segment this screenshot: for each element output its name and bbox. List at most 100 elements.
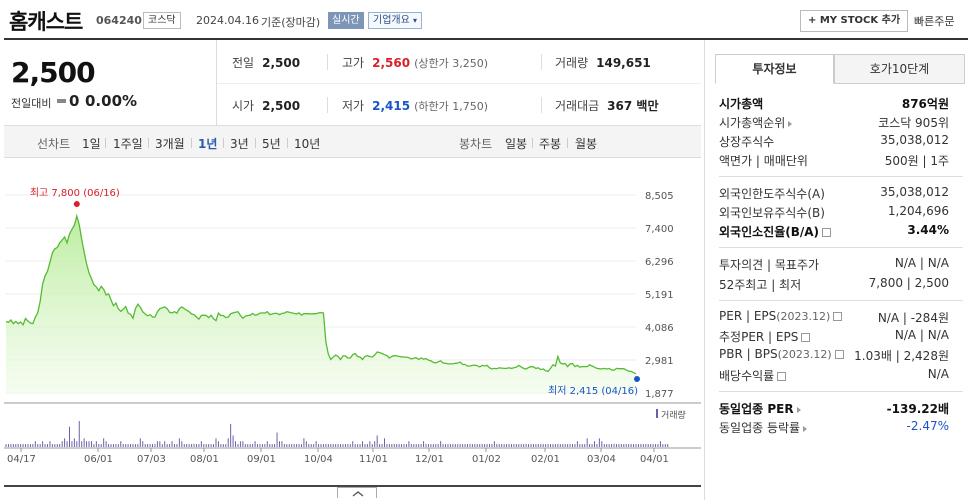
help-icon[interactable] [777, 372, 787, 381]
summary-divider [327, 54, 328, 70]
x-tick-label: 02/01 [531, 454, 560, 465]
info-row-dividend: 배당수익률 N/A [719, 367, 949, 383]
tab-1w[interactable]: 1주일 [113, 137, 143, 151]
volume: 거래량 149,651 [555, 56, 651, 70]
summary-row-divider [217, 83, 701, 84]
open-price: 시가 2,500 [232, 99, 301, 113]
tab-weekly[interactable]: 주봉 [539, 137, 562, 151]
info-row-shares: 상장주식수 35,038,012 [719, 133, 949, 149]
market-badge: 코스닥 [143, 12, 181, 29]
x-tick-label: 03/04 [587, 454, 616, 465]
info-row-market-cap: 시가총액 876억원 [719, 97, 949, 111]
tab-10y[interactable]: 10년 [294, 137, 321, 151]
expand-chart-button[interactable] [337, 487, 377, 498]
x-tick-label: 09/01 [247, 454, 276, 465]
chevron-up-icon [352, 491, 364, 497]
high-price: 고가 2,560 (상한가 3,250) [342, 56, 488, 70]
tab-3y[interactable]: 3년 [230, 137, 249, 151]
summary-divider [541, 54, 542, 70]
y-tick-label: 7,400 [645, 224, 674, 235]
tab-separator [287, 138, 288, 148]
x-tick-label: 04/17 [7, 454, 36, 465]
tab-separator [105, 138, 106, 148]
low-price: 저가 2,415 (하한가 1,750) [342, 99, 488, 113]
price-chart: 최고 7,800 (06/16) 최저 2,415 (04/16) 8,505 7,… [4, 160, 701, 500]
realtime-button[interactable]: 실시간 [328, 12, 364, 29]
summary-divider [541, 97, 542, 113]
tab-1d[interactable]: 1일 [82, 137, 101, 151]
info-row-52w: 52주최고 | 최저 7,800 | 2,500 [719, 276, 949, 292]
info-row-foreign-ratio: 외국인소진율(B/A) 3.44% [719, 223, 949, 239]
tab-1y[interactable]: 1년 [198, 137, 218, 151]
quote-date: 2024.04.16 [196, 14, 259, 27]
panel-divider [719, 176, 963, 177]
x-tick-label: 04/01 [640, 454, 669, 465]
x-tick-label: 11/01 [359, 454, 388, 465]
price-chart-svg: 최고 7,800 (06/16) 최저 2,415 (04/16) 8,505 7,… [4, 187, 701, 487]
trade-amount: 거래대금 367 백만 [555, 99, 659, 113]
stock-header: 홈캐스트 064240 코스닥 2024.04.16 기준(장마감) 실시간 기… [0, 0, 968, 40]
tab-3m[interactable]: 3개월 [155, 137, 185, 151]
panel-divider [719, 391, 963, 392]
tab-separator [191, 138, 192, 148]
help-icon[interactable] [833, 312, 843, 321]
quick-order-link[interactable]: 빠른주문 [914, 15, 955, 28]
info-row-est-per: 추정PER | EPS N/A | N/A [719, 328, 949, 344]
company-overview-label: 기업개요 [373, 15, 410, 26]
info-row-industry-per[interactable]: 동일업종 PER -139.22배 [719, 402, 949, 416]
high-marker [73, 201, 80, 208]
tab-monthly[interactable]: 월봉 [575, 137, 598, 151]
info-row-opinion: 투자의견 | 목표주가 N/A | N/A [719, 256, 949, 272]
x-tick-label: 10/04 [304, 454, 333, 465]
triangle-right-icon [796, 406, 801, 413]
x-tick-label: 01/02 [472, 454, 501, 465]
volume-legend-icon [656, 409, 658, 418]
quote-basis: 기준(장마감) [261, 16, 321, 29]
info-tabs: 투자정보 호가10단계 [715, 54, 965, 84]
triangle-right-icon [788, 120, 793, 127]
y-tick-label: 1,877 [645, 389, 674, 400]
company-name: 홈캐스트 [9, 10, 83, 34]
y-tick-label: 5,191 [645, 290, 674, 301]
info-row-foreign-limit: 외국인한도주식수(A) 35,038,012 [719, 185, 949, 201]
low-marker [634, 376, 640, 382]
change-percent: 0.00% [85, 92, 138, 110]
price-line [5, 213, 637, 375]
tab-5y[interactable]: 5년 [262, 137, 281, 151]
info-row-industry-change[interactable]: 동일업종 등락률 -2.47% [719, 419, 949, 435]
low-annotation: 최저 2,415 (04/16) [548, 385, 638, 397]
info-row-cap-rank[interactable]: 시가총액순위 코스닥 905위 [719, 116, 949, 130]
tab-separator [532, 138, 533, 148]
panel-divider [719, 300, 963, 301]
help-icon[interactable] [801, 333, 811, 342]
tab-quote-10[interactable]: 호가10단계 [834, 54, 965, 84]
summary-divider [216, 40, 217, 126]
tab-daily[interactable]: 일봉 [505, 137, 528, 151]
high-annotation: 최고 7,800 (06/16) [30, 187, 120, 199]
help-icon[interactable] [834, 350, 844, 359]
triangle-right-icon [803, 425, 808, 432]
help-icon[interactable] [822, 228, 832, 237]
x-tick-label: 06/01 [84, 454, 113, 465]
prev-close: 전일 2,500 [232, 56, 301, 70]
info-row-par: 액면가 | 매매단위 500원 | 1주 [719, 154, 949, 168]
price-summary: 2,500 전일대비 0 0.00% 전일 2,500 시가 2,500 고가 2,5… [4, 40, 701, 126]
change-label: 전일대비 [11, 97, 52, 110]
line-chart-label: 선차트 [37, 137, 71, 151]
flat-change-icon [57, 99, 66, 103]
tab-separator [148, 138, 149, 148]
panel-divider [719, 247, 963, 248]
stock-code: 064240 [96, 14, 142, 27]
chevron-down-icon: ▾ [413, 16, 418, 25]
add-my-stock-button[interactable]: + MY STOCK 추가 [800, 10, 909, 32]
candle-chart-label: 봉차트 [459, 137, 493, 151]
x-tick-label: 08/01 [190, 454, 219, 465]
company-overview-dropdown[interactable]: 기업개요 ▾ [368, 12, 423, 29]
tab-separator [255, 138, 256, 148]
header-divider [4, 38, 968, 40]
info-row-foreign-hold: 외국인보유주식수(B) 1,204,696 [719, 204, 949, 220]
tab-invest-info[interactable]: 투자정보 [715, 54, 834, 84]
y-tick-label: 8,505 [645, 191, 674, 202]
x-tick-label: 07/03 [137, 454, 166, 465]
tab-separator [567, 138, 568, 148]
